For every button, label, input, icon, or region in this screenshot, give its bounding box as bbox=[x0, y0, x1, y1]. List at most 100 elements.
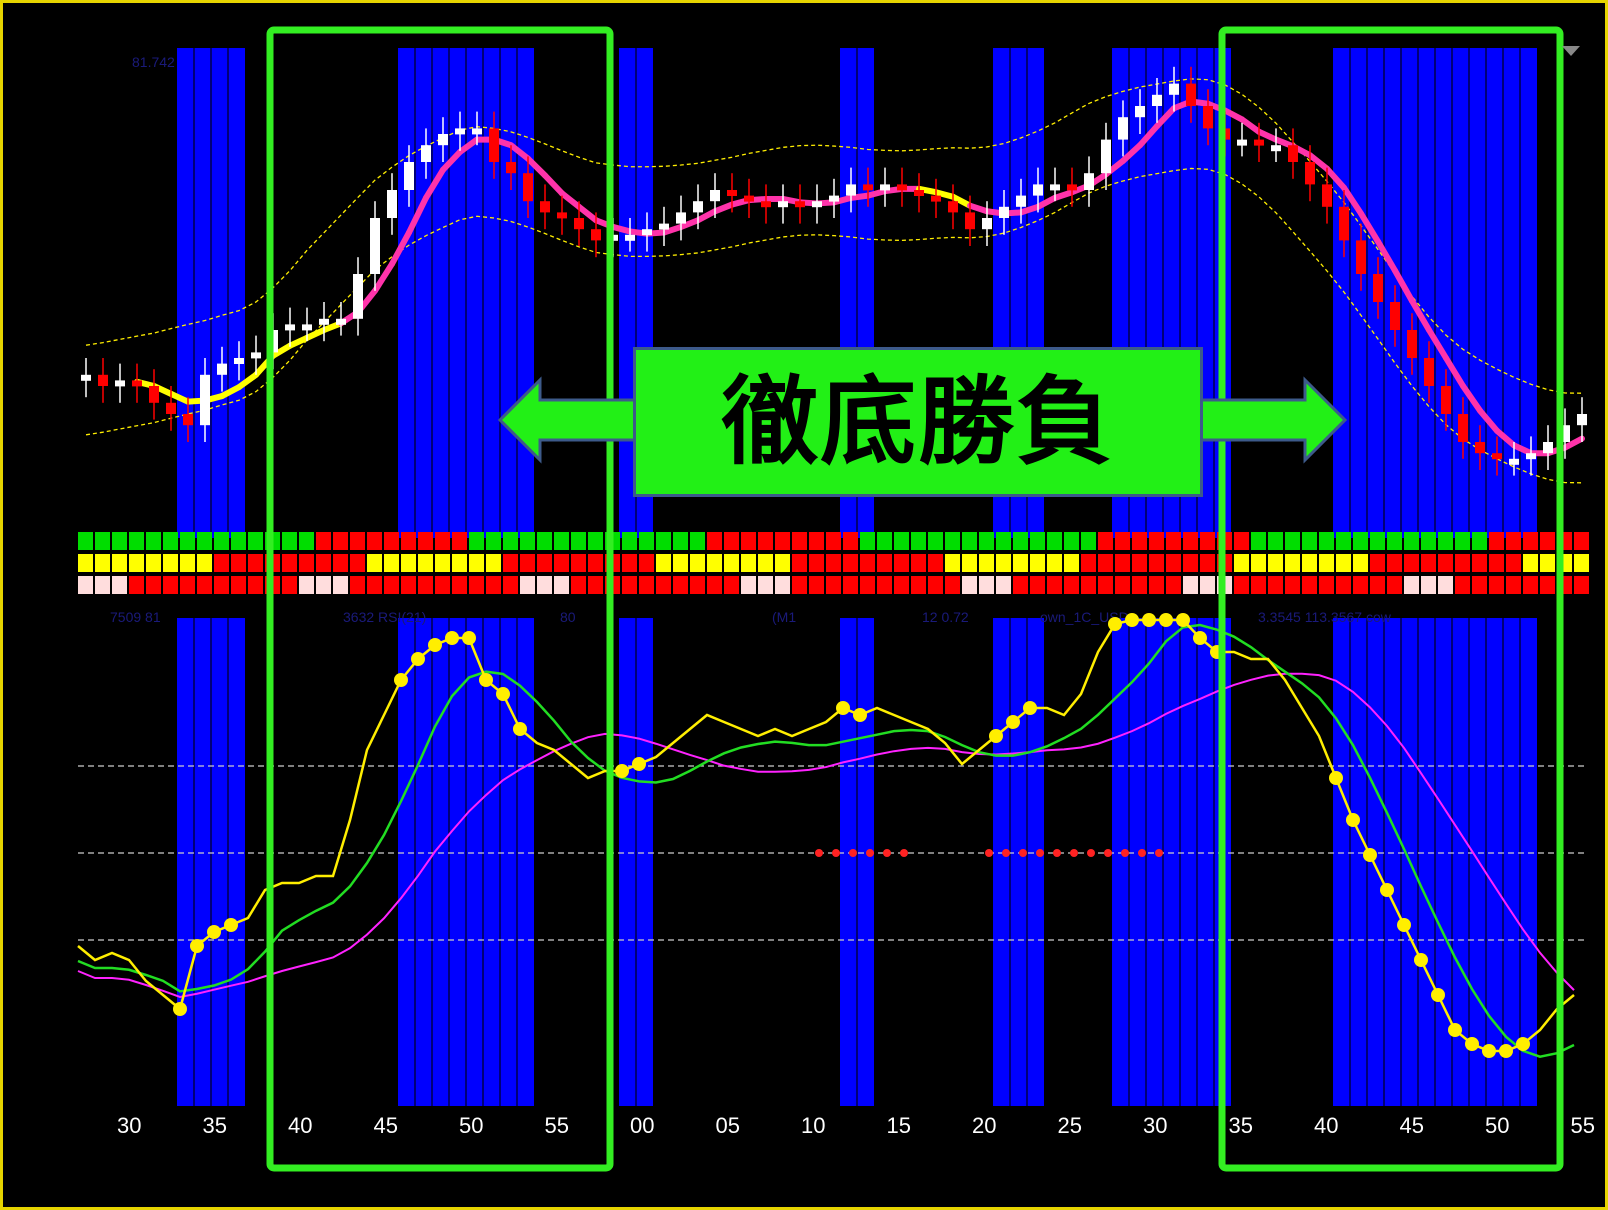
status-cell bbox=[1404, 554, 1419, 572]
candle-body bbox=[659, 223, 669, 230]
status-cell bbox=[707, 576, 722, 594]
candle-body bbox=[829, 195, 839, 202]
x-tick-label: 30 bbox=[1143, 1113, 1167, 1138]
status-cell bbox=[1387, 554, 1402, 572]
signal-dot bbox=[1431, 988, 1445, 1002]
red-signal-dot bbox=[1019, 849, 1027, 857]
moving-average bbox=[1477, 407, 1500, 434]
candle-body bbox=[336, 318, 346, 325]
moving-average bbox=[695, 208, 718, 224]
moving-average bbox=[1460, 383, 1483, 414]
moving-average bbox=[423, 166, 446, 201]
candle-body bbox=[166, 402, 176, 414]
status-cell bbox=[911, 554, 926, 572]
status-cell bbox=[1506, 554, 1521, 572]
status-cell bbox=[163, 576, 178, 594]
status-cell bbox=[656, 532, 671, 550]
candle-body bbox=[132, 380, 142, 387]
red-signal-dot bbox=[1155, 849, 1163, 857]
status-cell bbox=[316, 576, 331, 594]
red-signal-dot bbox=[849, 849, 857, 857]
x-tick-label: 15 bbox=[887, 1113, 911, 1138]
status-cell bbox=[707, 554, 722, 572]
status-cell bbox=[1438, 554, 1453, 572]
status-cell bbox=[537, 532, 552, 550]
status-cell bbox=[1455, 576, 1470, 594]
moving-average bbox=[1562, 435, 1585, 451]
price-scale-label: 81.742 bbox=[132, 54, 175, 70]
status-cell bbox=[180, 576, 195, 594]
status-cell bbox=[639, 532, 654, 550]
status-cell bbox=[928, 532, 943, 550]
status-cell bbox=[180, 554, 195, 572]
candle-body bbox=[914, 190, 924, 196]
candle-body bbox=[1577, 414, 1587, 426]
status-cell bbox=[1166, 554, 1181, 572]
double-arrow bbox=[497, 376, 1348, 464]
status-cell bbox=[877, 554, 892, 572]
x-tick-label: 40 bbox=[288, 1113, 312, 1138]
candle-body bbox=[1424, 358, 1434, 386]
candle-body bbox=[1560, 425, 1570, 442]
status-cell bbox=[690, 576, 705, 594]
red-signal-dot bbox=[900, 849, 908, 857]
status-cell bbox=[1387, 576, 1402, 594]
status-cell bbox=[673, 532, 688, 550]
candle-body bbox=[948, 201, 958, 213]
status-cell bbox=[1251, 554, 1266, 572]
status-cell bbox=[469, 576, 484, 594]
moving-average bbox=[236, 371, 259, 391]
status-cell bbox=[1115, 554, 1130, 572]
envelope-upper bbox=[85, 78, 1583, 394]
status-cell bbox=[1047, 554, 1062, 572]
status-cell bbox=[1234, 576, 1249, 594]
x-tick-label: 45 bbox=[374, 1113, 398, 1138]
status-cell bbox=[1370, 576, 1385, 594]
status-cell bbox=[809, 532, 824, 550]
status-cell bbox=[1047, 532, 1062, 550]
status-cell bbox=[554, 554, 569, 572]
candle-body bbox=[251, 352, 261, 359]
status-cell bbox=[129, 554, 144, 572]
status-cell bbox=[1081, 554, 1096, 572]
signal-dot bbox=[462, 631, 476, 645]
moving-average bbox=[1307, 152, 1330, 172]
status-cell bbox=[979, 532, 994, 550]
status-cell bbox=[1047, 576, 1062, 594]
candle-body bbox=[1101, 139, 1111, 174]
candle-body bbox=[489, 128, 499, 162]
status-cell bbox=[571, 554, 586, 572]
status-cell bbox=[282, 532, 297, 550]
status-cell bbox=[996, 532, 1011, 550]
candle-body bbox=[1033, 184, 1043, 196]
status-cell bbox=[1081, 576, 1096, 594]
status-cell bbox=[367, 576, 382, 594]
candle-body bbox=[285, 324, 295, 331]
status-cell bbox=[146, 532, 161, 550]
status-cell bbox=[894, 532, 909, 550]
candle-body bbox=[1135, 106, 1145, 118]
status-cell bbox=[1098, 554, 1113, 572]
candle-body bbox=[1271, 145, 1281, 152]
status-cell bbox=[299, 576, 314, 594]
status-cell bbox=[1438, 532, 1453, 550]
status-cell bbox=[418, 576, 433, 594]
status-cell bbox=[1064, 532, 1079, 550]
moving-average bbox=[1154, 105, 1177, 130]
status-cell bbox=[1472, 532, 1487, 550]
status-cell bbox=[384, 576, 399, 594]
status-cell bbox=[214, 532, 229, 550]
status-cell bbox=[554, 532, 569, 550]
indicator-header: 80 bbox=[560, 609, 576, 625]
status-cell bbox=[1574, 554, 1589, 572]
status-cell bbox=[1013, 554, 1028, 572]
moving-average bbox=[372, 260, 395, 294]
status-cell bbox=[350, 532, 365, 550]
status-cell bbox=[1319, 532, 1334, 550]
status-cell bbox=[1064, 576, 1079, 594]
signal-dot bbox=[1380, 883, 1394, 897]
x-tick-label: 05 bbox=[716, 1113, 740, 1138]
signal-dot bbox=[394, 673, 408, 687]
status-cell bbox=[622, 554, 637, 572]
moving-average bbox=[559, 190, 582, 210]
